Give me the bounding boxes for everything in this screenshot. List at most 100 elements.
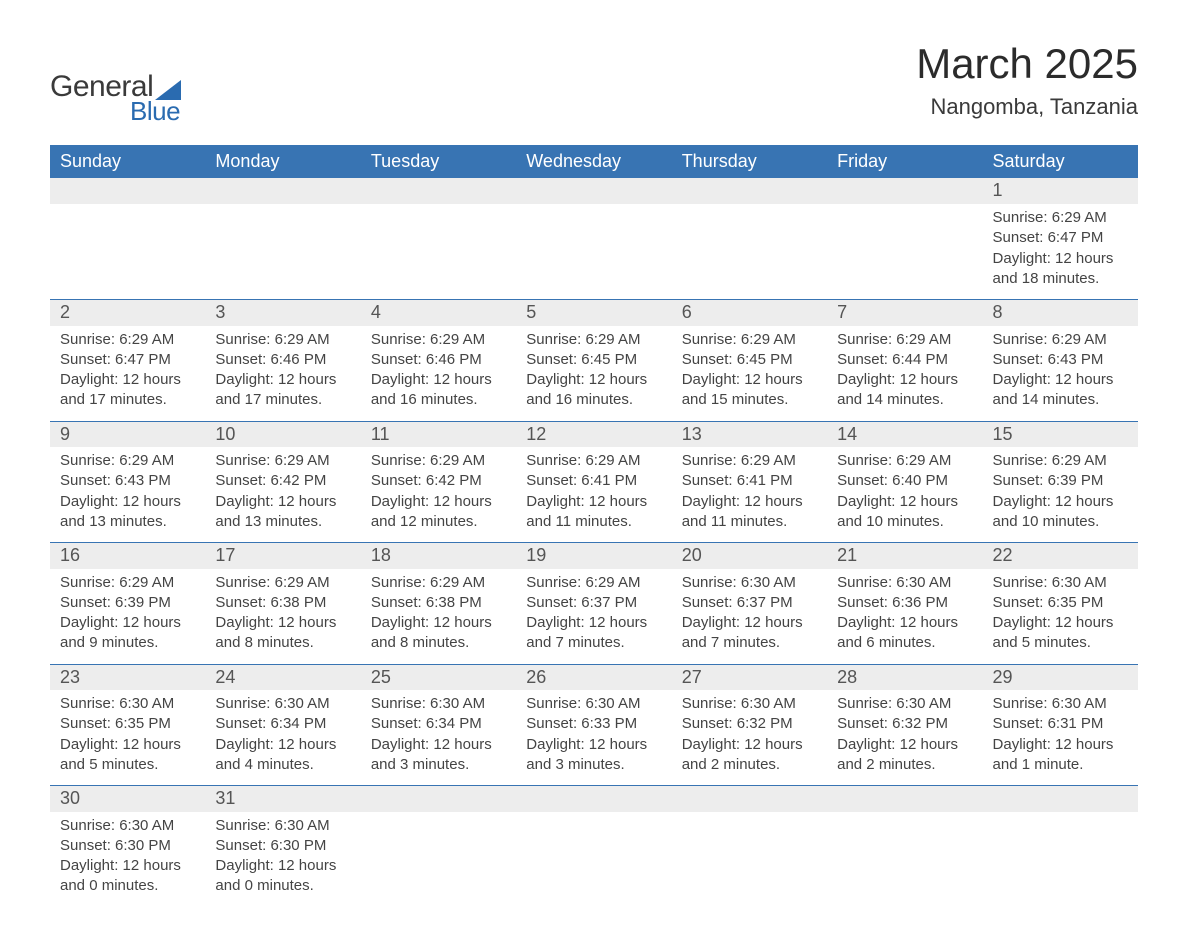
sunrise-line: Sunrise: 6:30 AM bbox=[526, 694, 661, 714]
sunrise-line: Sunrise: 6:29 AM bbox=[526, 573, 661, 593]
daylight-line: Daylight: 12 hours and 2 minutes. bbox=[682, 735, 817, 776]
sunset-line: Sunset: 6:41 PM bbox=[682, 471, 817, 491]
day-number-cell: 4 bbox=[361, 300, 516, 326]
day-detail-cell: Sunrise: 6:29 AMSunset: 6:42 PMDaylight:… bbox=[205, 447, 360, 543]
daylight-line: Daylight: 12 hours and 13 minutes. bbox=[60, 492, 195, 533]
daylight-line: Daylight: 12 hours and 16 minutes. bbox=[371, 370, 506, 411]
sunset-line: Sunset: 6:46 PM bbox=[371, 350, 506, 370]
daylight-line: Daylight: 12 hours and 5 minutes. bbox=[60, 735, 195, 776]
day-detail-cell: Sunrise: 6:29 AMSunset: 6:47 PMDaylight:… bbox=[983, 204, 1138, 300]
sunrise-line: Sunrise: 6:29 AM bbox=[215, 330, 350, 350]
day-detail-cell bbox=[361, 812, 516, 907]
day-number-cell: 29 bbox=[983, 664, 1138, 690]
daylight-line: Daylight: 12 hours and 0 minutes. bbox=[60, 856, 195, 897]
daylight-line: Daylight: 12 hours and 7 minutes. bbox=[526, 613, 661, 654]
sunset-line: Sunset: 6:36 PM bbox=[837, 593, 972, 613]
day-detail-cell: Sunrise: 6:30 AMSunset: 6:30 PMDaylight:… bbox=[205, 812, 360, 907]
day-number-cell: 17 bbox=[205, 543, 360, 569]
day-number-cell bbox=[516, 786, 671, 812]
sunset-line: Sunset: 6:45 PM bbox=[682, 350, 817, 370]
day-detail-cell: Sunrise: 6:29 AMSunset: 6:41 PMDaylight:… bbox=[516, 447, 671, 543]
day-detail-cell: Sunrise: 6:29 AMSunset: 6:39 PMDaylight:… bbox=[983, 447, 1138, 543]
weekday-header: Monday bbox=[205, 145, 360, 178]
sunset-line: Sunset: 6:42 PM bbox=[371, 471, 506, 491]
title-block: March 2025 Nangomba, Tanzania bbox=[916, 40, 1138, 120]
day-detail-cell bbox=[983, 812, 1138, 907]
day-detail-cell bbox=[361, 204, 516, 300]
day-number-cell: 12 bbox=[516, 421, 671, 447]
sunset-line: Sunset: 6:41 PM bbox=[526, 471, 661, 491]
sunset-line: Sunset: 6:34 PM bbox=[371, 714, 506, 734]
day-number-cell bbox=[361, 178, 516, 204]
day-detail-cell: Sunrise: 6:29 AMSunset: 6:42 PMDaylight:… bbox=[361, 447, 516, 543]
sunrise-line: Sunrise: 6:30 AM bbox=[682, 573, 817, 593]
day-detail-cell: Sunrise: 6:30 AMSunset: 6:34 PMDaylight:… bbox=[205, 690, 360, 786]
sunrise-line: Sunrise: 6:30 AM bbox=[215, 694, 350, 714]
daylight-line: Daylight: 12 hours and 11 minutes. bbox=[526, 492, 661, 533]
day-number-cell bbox=[50, 178, 205, 204]
sunset-line: Sunset: 6:37 PM bbox=[526, 593, 661, 613]
day-detail-row: Sunrise: 6:30 AMSunset: 6:35 PMDaylight:… bbox=[50, 690, 1138, 786]
day-detail-cell: Sunrise: 6:30 AMSunset: 6:30 PMDaylight:… bbox=[50, 812, 205, 907]
sunset-line: Sunset: 6:35 PM bbox=[60, 714, 195, 734]
day-number-cell: 7 bbox=[827, 300, 982, 326]
day-detail-cell: Sunrise: 6:29 AMSunset: 6:46 PMDaylight:… bbox=[361, 326, 516, 422]
sunrise-line: Sunrise: 6:30 AM bbox=[60, 694, 195, 714]
weekday-header: Sunday bbox=[50, 145, 205, 178]
daylight-line: Daylight: 12 hours and 15 minutes. bbox=[682, 370, 817, 411]
sunrise-line: Sunrise: 6:29 AM bbox=[993, 208, 1128, 228]
sunrise-line: Sunrise: 6:29 AM bbox=[60, 330, 195, 350]
sunrise-line: Sunrise: 6:30 AM bbox=[993, 694, 1128, 714]
day-number-cell bbox=[983, 786, 1138, 812]
day-detail-cell: Sunrise: 6:29 AMSunset: 6:39 PMDaylight:… bbox=[50, 569, 205, 665]
sunrise-line: Sunrise: 6:29 AM bbox=[215, 573, 350, 593]
sunset-line: Sunset: 6:35 PM bbox=[993, 593, 1128, 613]
sunrise-line: Sunrise: 6:30 AM bbox=[682, 694, 817, 714]
sunset-line: Sunset: 6:30 PM bbox=[215, 836, 350, 856]
daylight-line: Daylight: 12 hours and 10 minutes. bbox=[837, 492, 972, 533]
day-number-row: 16171819202122 bbox=[50, 543, 1138, 569]
daylight-line: Daylight: 12 hours and 8 minutes. bbox=[371, 613, 506, 654]
weekday-header: Wednesday bbox=[516, 145, 671, 178]
day-detail-row: Sunrise: 6:29 AMSunset: 6:47 PMDaylight:… bbox=[50, 204, 1138, 300]
day-number-cell: 26 bbox=[516, 664, 671, 690]
day-number-cell bbox=[672, 178, 827, 204]
daylight-line: Daylight: 12 hours and 16 minutes. bbox=[526, 370, 661, 411]
sunset-line: Sunset: 6:39 PM bbox=[60, 593, 195, 613]
day-number-cell: 2 bbox=[50, 300, 205, 326]
daylight-line: Daylight: 12 hours and 14 minutes. bbox=[837, 370, 972, 411]
daylight-line: Daylight: 12 hours and 13 minutes. bbox=[215, 492, 350, 533]
day-detail-cell: Sunrise: 6:29 AMSunset: 6:38 PMDaylight:… bbox=[205, 569, 360, 665]
day-detail-cell: Sunrise: 6:30 AMSunset: 6:32 PMDaylight:… bbox=[672, 690, 827, 786]
day-number-row: 3031 bbox=[50, 786, 1138, 812]
weekday-header: Friday bbox=[827, 145, 982, 178]
daylight-line: Daylight: 12 hours and 6 minutes. bbox=[837, 613, 972, 654]
sunset-line: Sunset: 6:34 PM bbox=[215, 714, 350, 734]
weekday-header: Tuesday bbox=[361, 145, 516, 178]
day-number-cell: 18 bbox=[361, 543, 516, 569]
sunrise-line: Sunrise: 6:29 AM bbox=[993, 451, 1128, 471]
daylight-line: Daylight: 12 hours and 3 minutes. bbox=[526, 735, 661, 776]
calendar-table: SundayMondayTuesdayWednesdayThursdayFrid… bbox=[50, 145, 1138, 907]
sunrise-line: Sunrise: 6:29 AM bbox=[371, 573, 506, 593]
daylight-line: Daylight: 12 hours and 11 minutes. bbox=[682, 492, 817, 533]
sunset-line: Sunset: 6:45 PM bbox=[526, 350, 661, 370]
sunrise-line: Sunrise: 6:29 AM bbox=[526, 451, 661, 471]
day-number-cell: 6 bbox=[672, 300, 827, 326]
sunset-line: Sunset: 6:39 PM bbox=[993, 471, 1128, 491]
sunset-line: Sunset: 6:47 PM bbox=[60, 350, 195, 370]
daylight-line: Daylight: 12 hours and 9 minutes. bbox=[60, 613, 195, 654]
day-number-cell: 20 bbox=[672, 543, 827, 569]
sunset-line: Sunset: 6:43 PM bbox=[993, 350, 1128, 370]
daylight-line: Daylight: 12 hours and 4 minutes. bbox=[215, 735, 350, 776]
day-number-cell bbox=[205, 178, 360, 204]
day-number-cell: 25 bbox=[361, 664, 516, 690]
sunrise-line: Sunrise: 6:30 AM bbox=[371, 694, 506, 714]
daylight-line: Daylight: 12 hours and 1 minute. bbox=[993, 735, 1128, 776]
daylight-line: Daylight: 12 hours and 17 minutes. bbox=[60, 370, 195, 411]
sunrise-line: Sunrise: 6:29 AM bbox=[371, 451, 506, 471]
daylight-line: Daylight: 12 hours and 18 minutes. bbox=[993, 249, 1128, 290]
sunset-line: Sunset: 6:46 PM bbox=[215, 350, 350, 370]
day-detail-row: Sunrise: 6:29 AMSunset: 6:43 PMDaylight:… bbox=[50, 447, 1138, 543]
header: General Blue March 2025 Nangomba, Tanzan… bbox=[50, 40, 1138, 127]
